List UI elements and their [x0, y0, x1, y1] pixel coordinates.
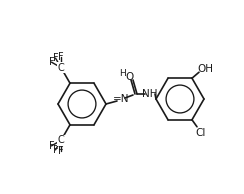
- Text: =N: =N: [113, 94, 129, 104]
- Text: OH: OH: [197, 64, 213, 74]
- Text: Cl: Cl: [196, 128, 206, 138]
- Text: H: H: [119, 68, 125, 77]
- Text: C: C: [58, 135, 64, 145]
- Text: F: F: [58, 146, 64, 156]
- Text: NH: NH: [142, 89, 158, 99]
- Text: F: F: [49, 57, 54, 67]
- Text: F: F: [53, 145, 58, 155]
- Text: F: F: [49, 141, 54, 151]
- Text: F: F: [53, 53, 58, 63]
- Text: F: F: [58, 52, 64, 62]
- Text: C: C: [58, 63, 64, 73]
- Text: O: O: [126, 72, 134, 82]
